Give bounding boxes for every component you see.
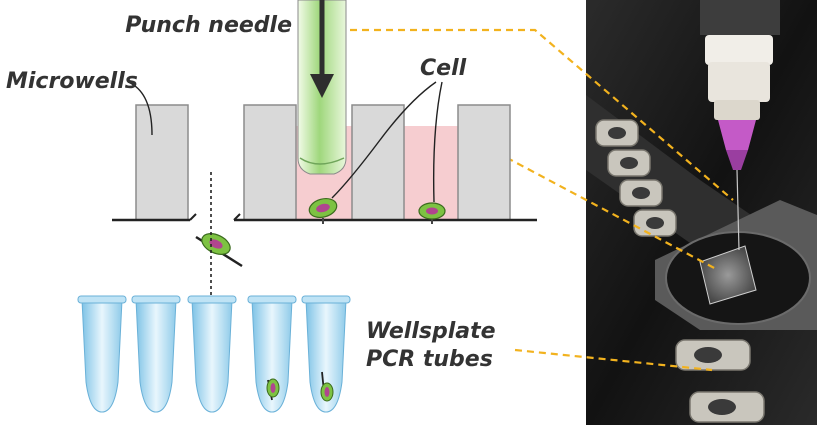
microwell [351, 104, 405, 221]
pcr-tube-row [77, 295, 351, 413]
pcr-tube-icon [247, 295, 297, 413]
pcr-tubes-label: PCR tubes [366, 347, 493, 372]
microwells-label: Microwells [6, 69, 138, 94]
tube-cell [266, 378, 280, 401]
microwell [243, 104, 297, 221]
tube-cell [320, 371, 334, 402]
punched-cell [195, 233, 243, 268]
callout-lines [338, 28, 734, 372]
punch-needle-label: Punch needle [125, 13, 292, 38]
wellsplate-label: Wellsplate [366, 319, 496, 344]
cell-label: Cell [420, 56, 467, 81]
pcr-tube-icon [77, 295, 127, 413]
cell-icon [418, 202, 446, 220]
microwell-callout [495, 151, 719, 271]
punch-needle-icon [297, 0, 347, 175]
label-leaders [127, 81, 443, 203]
pcr-tube-icon [131, 295, 181, 413]
microwell [135, 104, 189, 221]
tube-clip-row [595, 119, 765, 423]
pcr-tube-icon [301, 295, 351, 413]
pcr-tube-icon [187, 295, 237, 413]
needle-callout [338, 28, 734, 201]
cell-icon [308, 197, 338, 219]
microwell-chip [699, 245, 757, 305]
microwell [457, 104, 511, 221]
instrument-photo [586, 0, 817, 425]
tube-callout [514, 348, 713, 372]
needle-holder [700, 0, 780, 251]
